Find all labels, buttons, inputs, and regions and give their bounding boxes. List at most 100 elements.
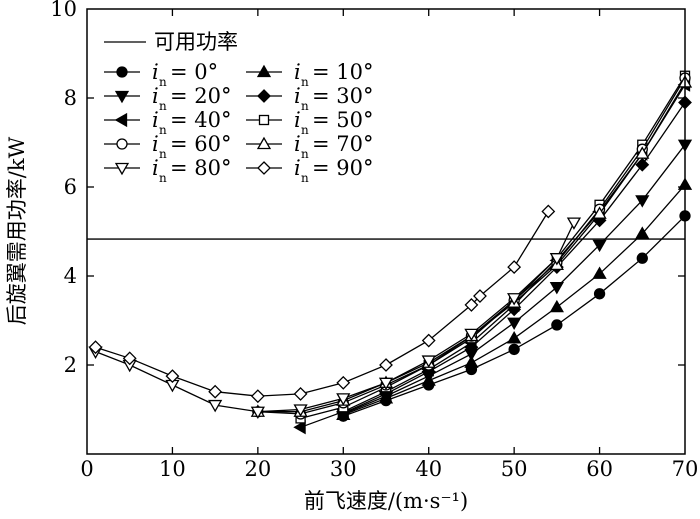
data-point (507, 330, 522, 344)
data-point (293, 387, 308, 401)
legend-sub: n (301, 147, 309, 161)
data-point (507, 293, 522, 306)
data-point (421, 333, 436, 348)
legend-sub: n (159, 99, 167, 113)
legend-marker (116, 138, 128, 150)
data-point (635, 226, 650, 239)
data-point (165, 369, 180, 384)
legend-angle: = 20° (170, 84, 232, 108)
legend-sub: n (159, 147, 167, 161)
x-tick-label: 70 (672, 457, 699, 481)
legend-var: i (152, 108, 159, 132)
legend-item: i n = 20° (104, 84, 232, 113)
data-point (635, 146, 650, 159)
series-9 (88, 204, 556, 404)
legend-item: i n = 50° (246, 108, 374, 137)
data-point (592, 206, 607, 219)
legend-var: i (152, 132, 159, 156)
legend-label-available: 可用功率 (154, 30, 238, 54)
data-point (549, 281, 564, 295)
x-tick-label: 0 (80, 457, 93, 481)
data-point (250, 389, 265, 404)
legend-angle: = 40° (170, 108, 232, 132)
data-point (464, 298, 479, 312)
legend-angle: = 50° (312, 108, 374, 132)
data-point (635, 157, 650, 172)
data-point (336, 393, 351, 406)
legend-var: i (294, 108, 301, 132)
data-point (464, 328, 479, 342)
legend-var: i (152, 60, 159, 84)
data-point (592, 239, 607, 253)
legend-var: i (152, 84, 159, 108)
legend-sub: n (301, 75, 309, 89)
x-tick-label: 20 (244, 457, 271, 481)
data-point (378, 377, 394, 391)
x-axis-title: 前飞速度/(m·s⁻¹) (304, 489, 468, 513)
data-point (507, 260, 522, 275)
data-point (421, 355, 436, 368)
legend-item: i n = 40° (104, 108, 232, 137)
series-line (343, 102, 686, 414)
legend-sub: n (159, 171, 167, 185)
data-point (636, 252, 648, 264)
legend-marker (114, 112, 128, 128)
legend-var: i (294, 60, 301, 84)
data-point (293, 404, 308, 417)
legend-item: i n = 90° (246, 156, 374, 185)
data-point (635, 195, 650, 208)
data-point (507, 317, 522, 331)
data-point (464, 355, 479, 368)
legend-var: i (294, 132, 301, 156)
x-tick-label: 30 (330, 457, 357, 481)
plot-frame (86, 8, 686, 455)
legend-angle: = 30° (312, 84, 374, 108)
legend-marker (258, 114, 270, 126)
legend-angle: = 0° (170, 60, 218, 84)
legend-angle: = 70° (312, 132, 374, 156)
legend-item: i n = 80° (104, 156, 232, 185)
data-point (508, 343, 520, 356)
data-point (250, 406, 265, 420)
data-point (208, 399, 223, 413)
y-axis-title: 后旋翼需用功率/kW (5, 136, 29, 325)
legend-var: i (294, 84, 301, 108)
legend-sub: n (301, 171, 309, 185)
data-point (551, 319, 563, 331)
y-tick-label: 4 (64, 264, 77, 288)
legend-item: i n = 60° (104, 132, 232, 161)
data-point (208, 384, 223, 399)
legend-angle: = 80° (170, 156, 232, 180)
data-point (592, 266, 607, 279)
legend-marker (114, 90, 130, 104)
data-point (293, 420, 306, 435)
y-tick-label: 6 (64, 175, 77, 199)
series-line (95, 222, 575, 413)
data-point (379, 358, 393, 372)
data-point (122, 351, 137, 366)
series-8 (88, 217, 582, 420)
legend-angle: = 10° (312, 60, 374, 84)
legend-var: i (152, 156, 159, 180)
series-line (343, 144, 686, 415)
data-point (593, 288, 606, 300)
legend-item: i n = 70° (246, 132, 374, 161)
legend-marker (257, 161, 271, 175)
legend-marker (257, 89, 271, 103)
y-tick-label: 10 (50, 0, 77, 21)
legend-sub: n (159, 123, 167, 137)
legend-item: i n = 30° (246, 84, 374, 113)
legend-angle: = 60° (170, 132, 232, 156)
legend-angle: = 90° (312, 156, 374, 180)
data-point (541, 204, 556, 219)
legend-marker (256, 136, 272, 150)
x-tick-label: 40 (415, 457, 442, 481)
y-tick-label: 8 (64, 86, 77, 110)
legend-marker (256, 64, 272, 78)
data-point (549, 299, 564, 313)
data-point (549, 253, 564, 266)
data-point (473, 289, 487, 303)
y-tick-label: 2 (64, 353, 77, 377)
legend-item: i n = 0° (104, 60, 218, 89)
